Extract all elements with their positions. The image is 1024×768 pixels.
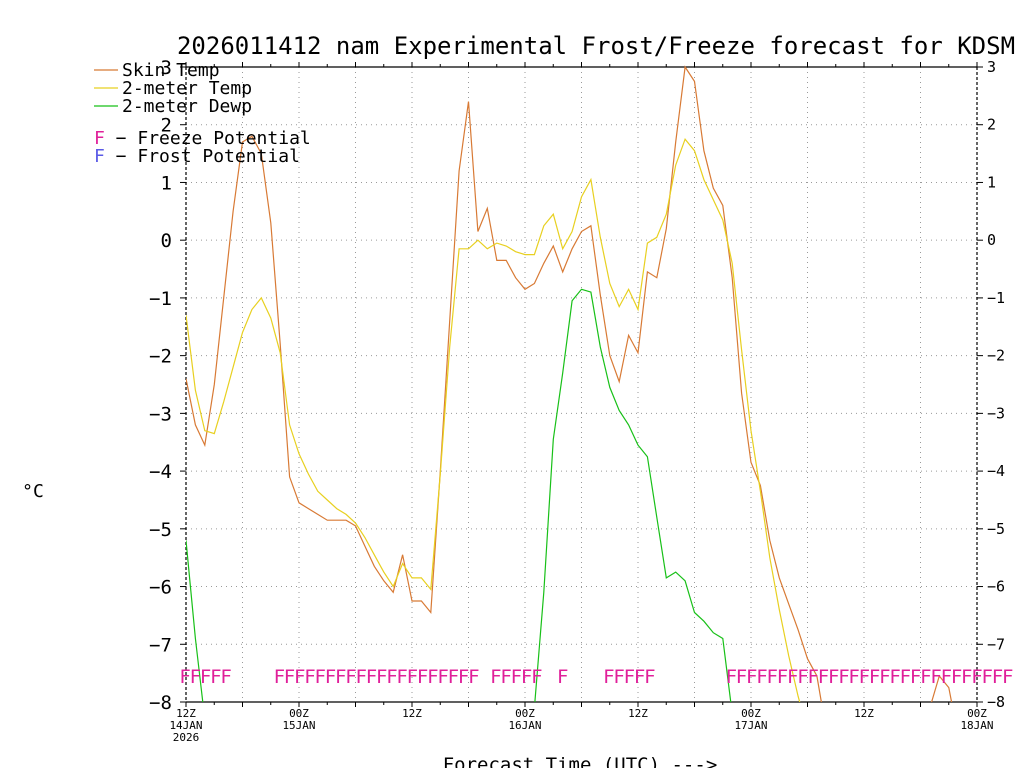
y-tick-label-left: −3: [149, 403, 172, 425]
legend-entry: 2-meter Dewp: [122, 96, 252, 117]
x-axis-label: Forecast Time (UTC) --->: [443, 754, 718, 768]
freeze-marker-run: FFFFFFFFFFFFFFFFFFFF: [274, 666, 480, 688]
y-tick-label-left: −4: [149, 461, 172, 483]
freeze-marker-run: FFFFF: [603, 666, 655, 688]
series-2-meter-temp: [186, 138, 801, 702]
x-tick-date: 14JAN: [169, 719, 202, 732]
x-tick-label: 12Z: [176, 707, 196, 720]
x-tick-label: 00Z: [741, 707, 761, 720]
axes: [180, 62, 983, 707]
y-tick-label-right: −7: [987, 635, 1005, 653]
y-tick-label-right: −8: [987, 693, 1005, 711]
y-tick-label-right: 0: [987, 231, 996, 249]
freeze-marker-run: FFFFFFFFFFFFFFFFFFFFFFFFFFFF: [726, 666, 1013, 688]
y-tick-label-left: −7: [149, 634, 172, 656]
x-tick-label: 00Z: [289, 707, 309, 720]
grid: [186, 67, 977, 702]
y-tick-label-left: 1: [161, 172, 172, 194]
x-tick-label: 12Z: [402, 707, 422, 720]
y-tick-label-left: −6: [149, 577, 172, 599]
y-tick-label-right: −2: [987, 347, 1005, 365]
legend-potential-text: − Frost Potential: [105, 146, 300, 167]
x-tick-label: 12Z: [854, 707, 874, 720]
y-tick-label-right: −3: [987, 404, 1005, 422]
y-tick-label-left: 0: [161, 230, 172, 252]
series-skin-temp: [186, 65, 953, 702]
series-lines: [186, 65, 953, 702]
x-tick-date: 18JAN: [960, 719, 993, 732]
legend-potential-letter: F: [94, 128, 105, 149]
freeze-marker-run: FFFFF: [490, 666, 542, 688]
legend-potential-text: − Freeze Potential: [105, 128, 311, 149]
y-tick-labels-left: 3 2 1 0 −1 −2 −3 −4 −5 −6 −7 −8: [149, 57, 172, 714]
legend-entry: 2-meter Temp: [122, 78, 252, 99]
y-tick-label-right: −1: [987, 289, 1005, 307]
freeze-marker-run: FFFFF: [179, 666, 231, 688]
y-tick-label-left: −5: [149, 519, 172, 541]
chart-title: 2026011412 nam Experimental Frost/Freeze…: [177, 32, 1015, 60]
freeze-markers: FFFFF FFFFFFFFFFFFFFFFFFFF FFFFF F FFFFF FFFF…: [179, 666, 1014, 688]
y-tick-label-right: 3: [987, 58, 996, 76]
legend-potential: F − Freeze Potential: [94, 128, 311, 149]
x-tick-label: 12Z: [628, 707, 648, 720]
y-tick-label-right: 1: [987, 173, 996, 191]
y-tick-label-right: 2: [987, 116, 996, 134]
y-tick-labels-right: 3 2 1 0 −1 −2 −3 −4 −5 −6 −7 −8: [987, 58, 1005, 711]
series-2-meter-dewp: [186, 288, 732, 702]
x-tick-date: 17JAN: [734, 719, 767, 732]
x-tick-year: 2026: [173, 731, 200, 744]
freeze-marker-run: F: [557, 666, 568, 688]
y-tick-label-right: −5: [987, 520, 1005, 538]
y-tick-label-left: −1: [149, 288, 172, 310]
y-tick-label-left: −2: [149, 346, 172, 368]
legend-potential: F − Frost Potential: [94, 146, 300, 167]
legend-entry: Skin Temp: [122, 60, 220, 81]
y-axis-label: °C: [22, 481, 44, 502]
x-tick-label: 00Z: [515, 707, 535, 720]
y-tick-label-left: 2: [161, 115, 172, 137]
y-tick-label-left: 3: [161, 57, 172, 79]
x-tick-label: 00Z: [967, 707, 987, 720]
x-tick-date: 16JAN: [508, 719, 541, 732]
x-tick-date: 15JAN: [282, 719, 315, 732]
y-tick-label-left: −8: [149, 692, 172, 714]
y-tick-label-right: −4: [987, 462, 1005, 480]
y-tick-label-right: −6: [987, 578, 1005, 596]
legend-potential-letter: F: [94, 146, 105, 167]
